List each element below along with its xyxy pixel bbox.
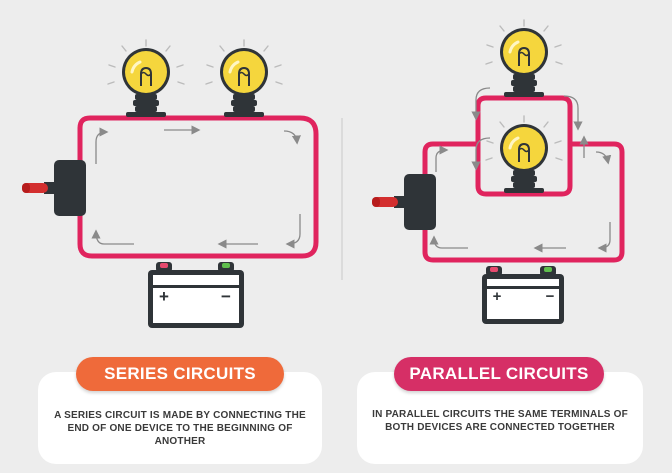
battery-minus-label: − [546, 288, 555, 305]
current-arrow-icon [429, 87, 612, 253]
series-circuit-diagram: + − [22, 38, 319, 328]
battery-plus-label: + [493, 288, 502, 305]
light-bulb-icon [106, 38, 186, 119]
battery-icon: + − [148, 262, 244, 328]
toggle-switch-icon [22, 160, 86, 216]
series-title: SERIES CIRCUITS [104, 364, 256, 383]
battery-icon: + − [482, 266, 564, 324]
series-description: A SERIES CIRCUIT IS MADE BY CONNECTING T… [54, 410, 306, 447]
battery-minus-label: − [221, 287, 231, 306]
light-bulb-icon [484, 114, 564, 195]
series-title-pill: SERIES CIRCUITS [76, 357, 284, 391]
parallel-wire-top-branch [475, 95, 573, 197]
parallel-wire-outer [422, 141, 625, 263]
parallel-title: PARALLEL CIRCUITS [409, 364, 589, 383]
current-arrow-icon [91, 125, 301, 249]
toggle-switch-icon [372, 174, 436, 230]
series-wire [77, 115, 319, 259]
light-bulb-icon [204, 38, 284, 119]
parallel-description: IN PARALLEL CIRCUITS THE SAME TERMINALS … [372, 409, 628, 433]
battery-plus-label: + [159, 287, 169, 306]
parallel-circuit-diagram: + − [372, 18, 625, 324]
light-bulb-icon [484, 18, 564, 99]
parallel-title-pill: PARALLEL CIRCUITS [394, 357, 604, 391]
